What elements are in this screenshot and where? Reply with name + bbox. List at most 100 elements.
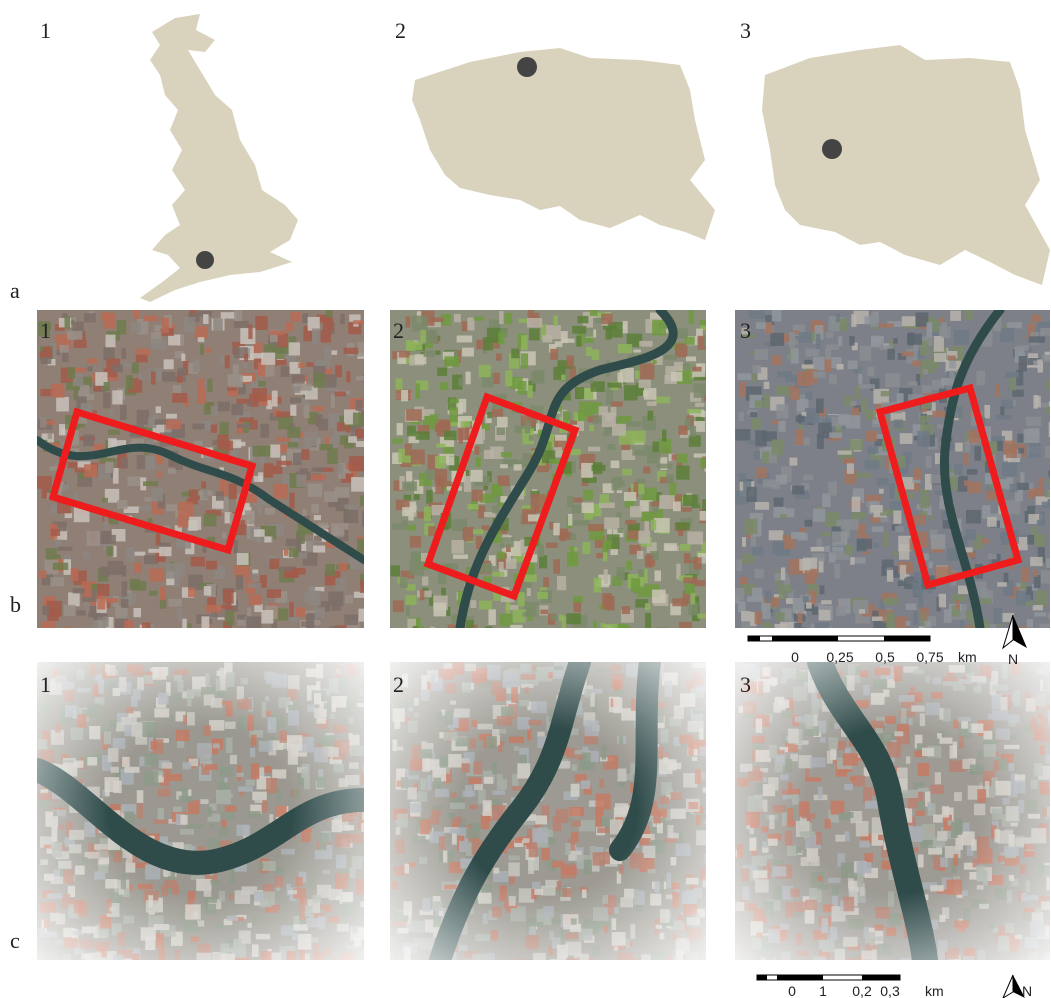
city-block [826, 332, 834, 339]
city-block [470, 469, 483, 482]
city-block [705, 482, 706, 489]
city-block [981, 538, 989, 544]
city-block [672, 328, 688, 339]
city-block [744, 518, 758, 535]
city-block [176, 541, 184, 548]
city-block [246, 616, 262, 628]
city-block [83, 551, 90, 560]
city-block [264, 507, 275, 515]
city-block [322, 317, 334, 331]
city-block [102, 616, 109, 627]
city-block [799, 558, 812, 571]
city-block [126, 546, 135, 562]
city-block [794, 493, 810, 500]
city-block [842, 326, 847, 331]
city-block [174, 525, 182, 537]
city-block [653, 508, 664, 523]
city-block [699, 320, 706, 326]
city-block [561, 461, 573, 474]
city-block [924, 391, 933, 400]
city-block [853, 367, 863, 374]
city-block [289, 492, 295, 509]
city-block [687, 531, 703, 545]
city-block [488, 555, 496, 566]
city-block [327, 448, 338, 464]
city-block [40, 416, 47, 428]
city-block [901, 351, 914, 357]
city-block [434, 469, 448, 482]
city-block [415, 431, 430, 440]
city-block [954, 463, 963, 476]
city-block [300, 621, 314, 628]
city-block [67, 330, 83, 340]
city-block [357, 341, 364, 357]
city-block [235, 441, 246, 447]
city-block [610, 406, 617, 417]
city-block [454, 314, 461, 323]
city-block [165, 413, 177, 419]
city-block [867, 367, 875, 377]
city-block [157, 456, 163, 465]
city-block [939, 317, 945, 323]
city-block [562, 338, 575, 343]
city-block [701, 557, 706, 564]
city-block [582, 476, 597, 483]
city-block [622, 320, 628, 334]
haze [37, 662, 364, 960]
city-block [302, 509, 307, 521]
city-block [662, 429, 667, 442]
city-block [617, 343, 633, 354]
city-block [187, 587, 196, 598]
city-block [646, 401, 657, 406]
city-block [693, 383, 706, 398]
scale-bar: 0 0,25 0,5 0,75 km N [747, 614, 1027, 667]
city-block [510, 624, 523, 628]
city-block [887, 348, 895, 360]
city-block [1045, 490, 1050, 498]
city-block [84, 464, 98, 478]
city-block [934, 353, 947, 362]
city-block [647, 410, 654, 421]
city-block [399, 577, 408, 588]
city-block [244, 498, 257, 503]
city-block [778, 420, 786, 432]
city-block [786, 598, 794, 604]
city-block [1017, 433, 1026, 443]
city-block [598, 406, 608, 416]
city-block [243, 362, 248, 368]
city-block [150, 338, 167, 350]
city-block [257, 362, 266, 377]
scale-bar-segment [792, 975, 823, 980]
city-block [235, 575, 244, 590]
city-block [830, 423, 842, 438]
city-block [655, 627, 667, 628]
city-block [816, 433, 824, 450]
city-block [181, 353, 186, 362]
city-block [703, 336, 706, 347]
city-block [693, 453, 706, 458]
city-block [103, 382, 110, 391]
city-block [190, 556, 205, 567]
city-block [965, 610, 981, 622]
city-block [941, 511, 951, 520]
city-block [407, 425, 416, 437]
city-block [794, 429, 804, 446]
city-block [550, 614, 558, 621]
city-block [1048, 421, 1050, 437]
city-block [41, 621, 56, 628]
city-block [417, 590, 432, 598]
city-block [965, 529, 977, 540]
city-block [819, 585, 825, 595]
city-block [643, 388, 657, 400]
city-block [406, 341, 423, 351]
city-block [177, 608, 183, 623]
city-block [151, 331, 162, 344]
city-block [104, 488, 120, 503]
city-block [276, 460, 292, 466]
city-block [836, 363, 844, 370]
city-block [602, 483, 614, 494]
city-block [901, 316, 916, 327]
city-block [656, 463, 673, 469]
city-block [363, 881, 364, 894]
city-block [496, 427, 505, 436]
